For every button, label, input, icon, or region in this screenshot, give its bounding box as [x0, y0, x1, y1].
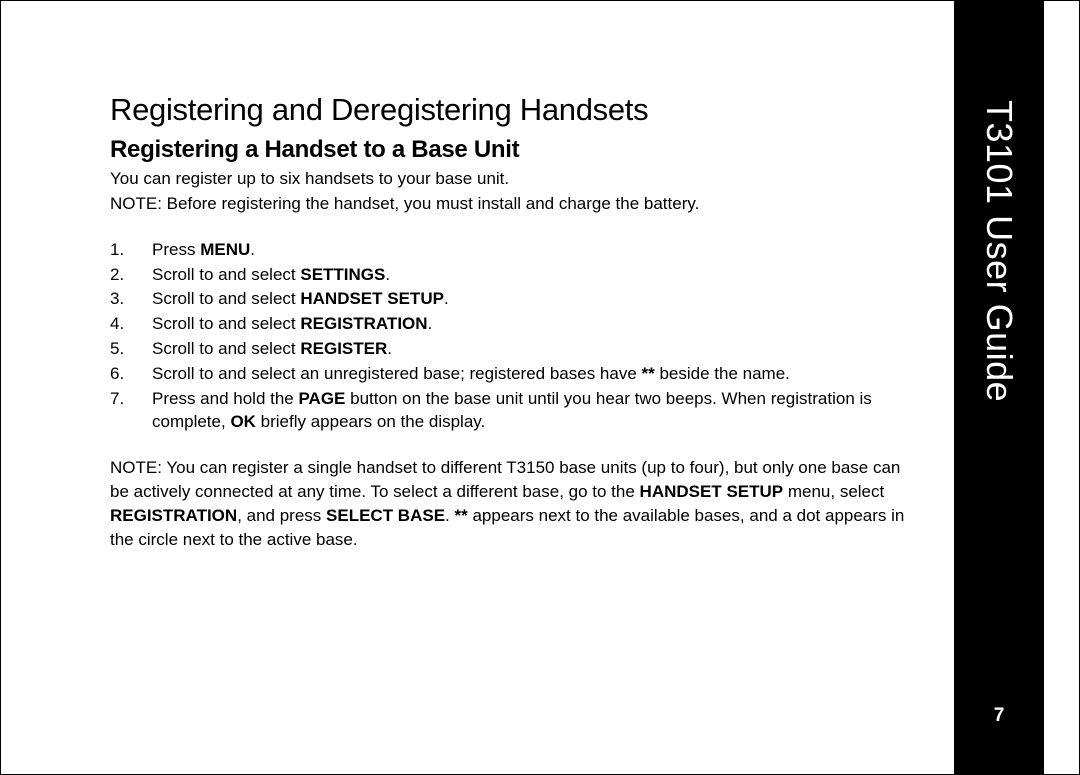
chapter-title: Registering and Deregistering Handsets [110, 92, 910, 128]
step-4: Scroll to and select REGISTRATION. [110, 312, 910, 336]
step-1: Press MENU. [110, 238, 910, 262]
step-3: Scroll to and select HANDSET SETUP. [110, 287, 910, 311]
note-2: NOTE: You can register a single handset … [110, 456, 910, 551]
note-1-prefix: NOTE: [110, 194, 167, 213]
side-tab-label: T3101 User Guide [978, 100, 1020, 402]
intro-text: You can register up to six handsets to y… [110, 168, 910, 191]
page-number: 7 [994, 705, 1005, 727]
step-5: Scroll to and select REGISTER. [110, 337, 910, 361]
steps-list: Press MENU. Scroll to and select SETTING… [110, 238, 910, 434]
step-6: Scroll to and select an unregistered bas… [110, 362, 910, 386]
content-area: Registering and Deregistering Handsets R… [110, 92, 910, 551]
step-2: Scroll to and select SETTINGS. [110, 263, 910, 287]
step-7: Press and hold the PAGE button on the ba… [110, 387, 910, 435]
side-tab: T3101 User Guide 7 [954, 0, 1044, 775]
note-1: NOTE: Before registering the handset, yo… [110, 193, 910, 216]
note-1-body: Before registering the handset, you must… [167, 194, 700, 213]
section-title: Registering a Handset to a Base Unit [110, 136, 910, 164]
